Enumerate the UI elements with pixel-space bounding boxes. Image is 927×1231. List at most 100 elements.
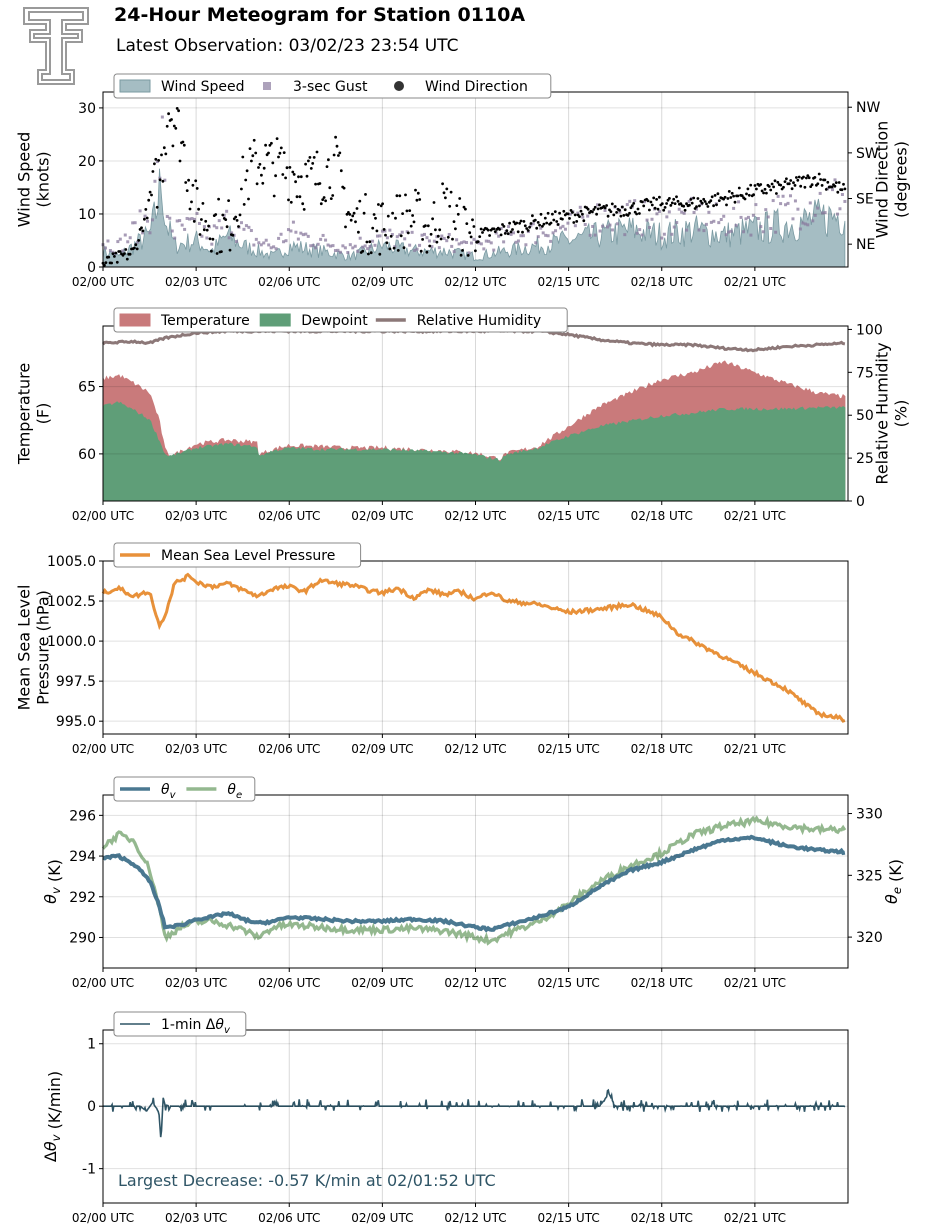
wind-direction-point: [620, 205, 624, 209]
x-tick-label: 02/15 UTC: [538, 1211, 600, 1225]
panel-pressure: [102, 561, 848, 734]
legend-label: Wind Speed: [161, 79, 245, 95]
gust-point: [539, 226, 543, 230]
wind-direction-point: [374, 216, 377, 220]
gust-point: [729, 229, 733, 233]
gust-point: [376, 234, 380, 238]
wind-direction-point: [502, 225, 506, 228]
y-tick-label: 0: [87, 1099, 96, 1115]
legend: [113, 776, 256, 802]
wind-direction-point: [439, 237, 443, 241]
wind-direction-point: [698, 204, 701, 208]
wind-direction-point: [685, 202, 688, 206]
y-tick-label: 20: [78, 154, 96, 170]
wind-direction-point: [432, 201, 436, 204]
wind-direction-point: [512, 220, 516, 224]
wind-direction-point: [712, 204, 715, 208]
wind-direction-point: [675, 195, 678, 199]
wind-direction-point: [118, 250, 122, 253]
x-tick-label: 02/03 UTC: [165, 509, 227, 523]
gust-point: [465, 240, 469, 244]
gust-point: [378, 234, 382, 238]
wind-direction-point: [672, 197, 676, 201]
wind-direction-point: [650, 203, 654, 207]
wind-direction-point: [807, 176, 811, 180]
gust-point: [529, 224, 533, 228]
wind-direction-point: [324, 199, 327, 203]
wind-direction-point: [314, 182, 317, 186]
wind-direction-point: [362, 211, 366, 215]
wind-direction-point: [214, 213, 218, 216]
wind-direction-point: [648, 208, 651, 212]
wind-direction-point: [405, 209, 409, 213]
gust-point: [138, 209, 142, 213]
legend-label: Temperature: [160, 313, 250, 329]
wind-direction-point: [278, 151, 282, 155]
wind-direction-point: [425, 250, 429, 254]
x-tick-label: 02/06 UTC: [258, 1211, 320, 1225]
wind-direction-point: [528, 225, 531, 229]
gust-point: [212, 224, 216, 228]
wind-direction-point: [710, 195, 714, 199]
gust-point: [284, 239, 288, 243]
gust-point: [133, 221, 137, 225]
x-tick-label: 02/06 UTC: [258, 509, 320, 523]
wind-direction-point: [706, 205, 710, 208]
gust-point: [390, 233, 394, 237]
wind-direction-point: [508, 221, 511, 225]
wind-direction-point: [569, 209, 573, 212]
y2-tick-label: SE: [856, 192, 874, 208]
wind-direction-point: [240, 187, 243, 191]
wind-direction-point: [198, 233, 202, 236]
gust-point: [289, 229, 293, 233]
wind-direction-point: [338, 151, 342, 155]
gust-point: [230, 231, 234, 235]
wind-direction-point: [321, 198, 325, 202]
wind-direction-point: [762, 191, 765, 195]
gust-point: [103, 246, 107, 250]
y-tick-label: 60: [78, 447, 96, 463]
y-axis-label: Pressure (hPa): [34, 590, 53, 705]
wind-direction-point: [304, 162, 307, 166]
x-tick-label: 02/00 UTC: [72, 1211, 134, 1225]
y2-tick-label: NW: [856, 100, 880, 116]
wind-direction-point: [592, 208, 596, 211]
wind-direction-point: [737, 186, 741, 190]
wind-direction-point: [586, 207, 590, 211]
y-tick-label: 995.0: [56, 714, 96, 730]
gust-point: [695, 207, 699, 211]
gust-point: [576, 211, 580, 215]
gust-point: [427, 239, 431, 243]
wind-direction-point: [416, 191, 420, 195]
wind-direction-point: [200, 218, 203, 221]
gust-point: [225, 209, 229, 213]
wind-direction-point: [191, 183, 195, 187]
gust-point: [608, 223, 612, 227]
gust-point: [455, 238, 459, 242]
y2-tick-label: 325: [856, 868, 883, 884]
y-tick-label: 1: [87, 1037, 96, 1053]
wind-direction-point: [488, 234, 491, 237]
gust-point: [440, 234, 444, 238]
wind-direction-point: [272, 194, 276, 198]
gust-point: [818, 191, 822, 195]
wind-direction-point: [210, 249, 213, 253]
wind-direction-point: [369, 251, 373, 255]
gust-point: [618, 210, 622, 214]
wind-direction-point: [262, 166, 266, 170]
gust-point: [596, 203, 600, 207]
gust-point: [361, 245, 365, 249]
wind-direction-point: [384, 233, 387, 237]
gust-point: [437, 246, 441, 250]
gust-point: [650, 217, 654, 221]
gust-point: [497, 234, 501, 238]
gust-point: [692, 210, 696, 214]
x-tick-label: 02/12 UTC: [444, 742, 506, 756]
wind-direction-point: [555, 220, 559, 223]
wind-direction-point: [282, 151, 286, 155]
wind-direction-point: [187, 178, 191, 182]
wind-direction-point: [753, 184, 757, 187]
gust-point: [462, 240, 466, 244]
gust-point: [155, 160, 159, 164]
wind-direction-point: [394, 216, 397, 220]
